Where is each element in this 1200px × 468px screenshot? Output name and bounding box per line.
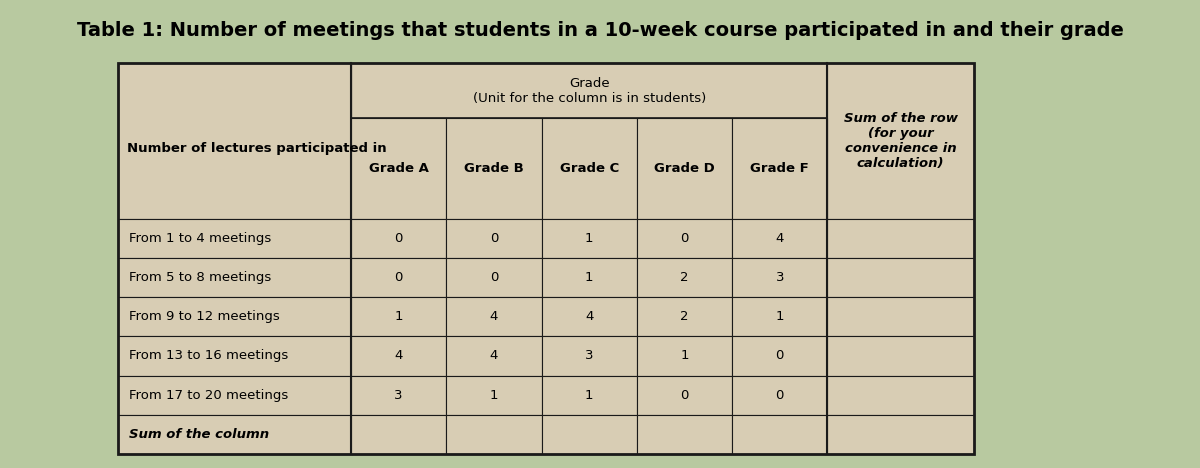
Bar [541,118,637,219]
Text: Grade B: Grade B [464,162,523,175]
Bar [732,415,828,454]
Text: 1: 1 [680,350,689,362]
Bar [350,297,446,336]
Bar [350,118,446,219]
Text: 0: 0 [395,232,403,245]
Bar [541,415,637,454]
Bar [350,258,446,297]
Bar [541,258,637,297]
Text: 0: 0 [775,388,784,402]
Bar [541,375,637,415]
Bar [118,63,350,219]
Text: Sum of the column: Sum of the column [128,428,269,441]
Bar [732,336,828,375]
Bar [828,415,973,454]
Bar [637,415,732,454]
Text: 4: 4 [775,232,784,245]
Bar [446,375,541,415]
Text: 2: 2 [680,310,689,323]
Text: 1: 1 [584,271,594,284]
Text: 0: 0 [680,388,689,402]
Bar [637,118,732,219]
Text: 4: 4 [584,310,593,323]
Bar [637,375,732,415]
Text: 0: 0 [680,232,689,245]
Text: 1: 1 [775,310,784,323]
Bar [637,297,732,336]
Text: 4: 4 [395,350,403,362]
Text: 2: 2 [680,271,689,284]
Text: 1: 1 [584,232,594,245]
Text: 4: 4 [490,350,498,362]
Bar [350,415,446,454]
Bar [828,297,973,336]
Bar [732,219,828,258]
Text: Grade A: Grade A [368,162,428,175]
Bar [118,336,350,375]
Text: Grade F: Grade F [750,162,809,175]
Text: From 1 to 4 meetings: From 1 to 4 meetings [128,232,271,245]
Bar [541,219,637,258]
Bar [118,258,350,297]
Text: Sum of the row
(for your
convenience in
calculation): Sum of the row (for your convenience in … [844,112,958,170]
Text: From 9 to 12 meetings: From 9 to 12 meetings [128,310,280,323]
Text: 0: 0 [775,350,784,362]
Bar [118,297,350,336]
Bar [118,415,350,454]
Bar [446,258,541,297]
Bar [446,219,541,258]
Text: From 17 to 20 meetings: From 17 to 20 meetings [128,388,288,402]
Bar [350,375,446,415]
Bar [446,415,541,454]
Text: Table 1: Number of meetings that students in a 10-week course participated in an: Table 1: Number of meetings that student… [77,21,1123,40]
Text: Grade
(Unit for the column is in students): Grade (Unit for the column is in student… [473,77,706,105]
Bar [118,219,350,258]
Bar [828,375,973,415]
Bar [828,63,973,219]
Text: From 13 to 16 meetings: From 13 to 16 meetings [128,350,288,362]
Text: 0: 0 [490,271,498,284]
Text: From 5 to 8 meetings: From 5 to 8 meetings [128,271,271,284]
Bar [637,336,732,375]
Text: 0: 0 [395,271,403,284]
Bar [732,297,828,336]
Bar [732,258,828,297]
Text: 1: 1 [490,388,498,402]
Text: 3: 3 [584,350,594,362]
Bar [637,219,732,258]
Bar [350,219,446,258]
Text: 3: 3 [775,271,784,284]
Text: Number of lectures participated in: Number of lectures participated in [127,142,386,155]
Text: 1: 1 [584,388,594,402]
Text: Grade D: Grade D [654,162,715,175]
Bar [828,336,973,375]
Bar [446,336,541,375]
Bar [118,375,350,415]
Bar [732,118,828,219]
Bar [828,219,973,258]
Text: 1: 1 [395,310,403,323]
Bar [541,336,637,375]
Bar [446,118,541,219]
Bar [446,297,541,336]
Bar [541,297,637,336]
Bar [637,258,732,297]
Text: 0: 0 [490,232,498,245]
Bar [828,258,973,297]
Bar [732,375,828,415]
Bar [350,336,446,375]
Text: 4: 4 [490,310,498,323]
Text: 3: 3 [395,388,403,402]
Bar [350,63,828,118]
Text: Grade C: Grade C [559,162,619,175]
Bar [118,63,973,454]
